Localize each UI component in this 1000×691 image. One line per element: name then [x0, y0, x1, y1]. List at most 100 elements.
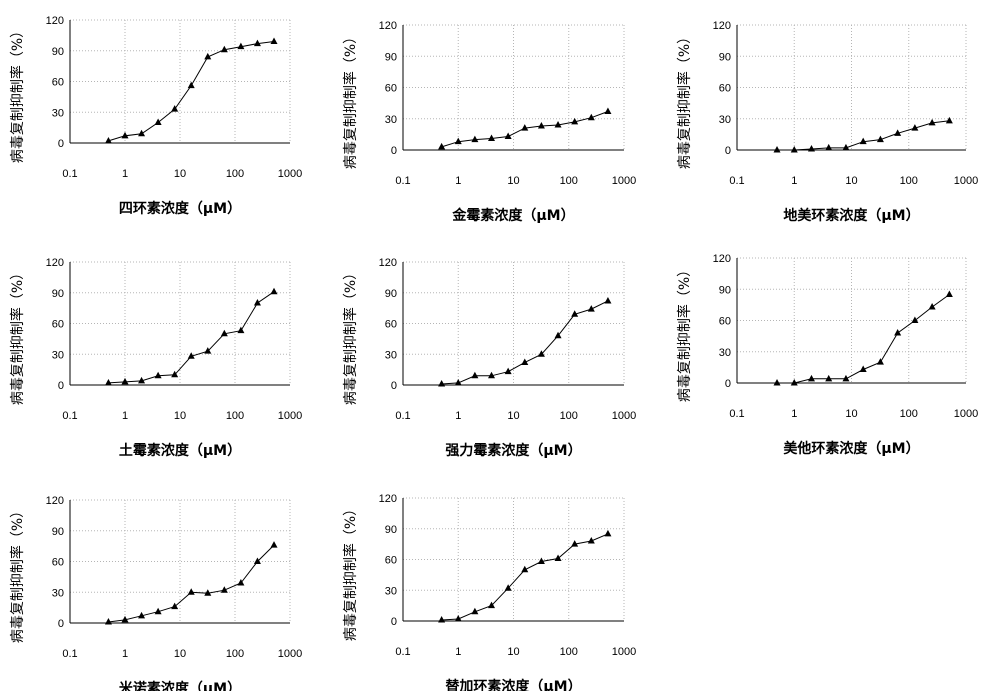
data-point	[859, 137, 867, 145]
data-point	[894, 129, 902, 136]
data-point	[587, 305, 595, 312]
y-tick-label: 60	[719, 83, 731, 95]
data-point	[945, 116, 953, 124]
data-point	[104, 136, 112, 144]
data-point	[121, 131, 129, 139]
x-axis-title: 强力霉素浓度（μM）	[445, 442, 581, 459]
y-tick-label: 0	[391, 380, 397, 392]
x-tick-label: 1000	[612, 410, 636, 422]
y-axis-title: 病毒复制抑制率（%）	[342, 30, 359, 169]
data-point	[104, 378, 112, 386]
series-line	[108, 291, 275, 384]
data-point	[911, 316, 919, 323]
data-point	[488, 371, 496, 379]
data-point	[587, 113, 595, 121]
y-tick-label: 120	[46, 257, 64, 269]
x-tick-label: 10	[507, 410, 519, 422]
x-tick-label: 1000	[278, 410, 302, 422]
x-axis-title: 金霉素浓度（μM）	[451, 207, 574, 224]
data-point	[537, 350, 545, 357]
x-tick-label: 1	[122, 168, 128, 180]
y-axis-title: 病毒复制抑制率（%）	[676, 263, 693, 402]
x-tick-label: 1000	[612, 175, 636, 187]
data-point	[571, 310, 579, 317]
x-tick-label: 10	[845, 175, 857, 187]
y-tick-label: 90	[385, 524, 397, 536]
x-tick-label: 100	[226, 168, 244, 180]
data-point	[571, 117, 579, 125]
data-point	[454, 614, 462, 622]
series-line	[777, 120, 950, 151]
y-tick-label: 0	[725, 145, 731, 157]
y-tick-label: 30	[52, 107, 64, 119]
data-point	[537, 122, 545, 129]
data-point	[790, 379, 798, 386]
data-point	[154, 118, 162, 125]
data-point	[554, 554, 562, 561]
data-point	[204, 589, 212, 596]
data-point	[187, 588, 195, 595]
y-tick-label: 60	[52, 319, 64, 331]
y-axis-title: 病毒复制抑制率（%）	[9, 266, 26, 405]
chart-panel-4: 0 30 60 90 120 0.1 1 10 100 1000 土霉素浓度（μM） 病毒复制抑制率（…	[9, 257, 302, 459]
series-line	[108, 544, 275, 623]
y-tick-label: 90	[52, 526, 64, 538]
x-tick-label: 1	[122, 410, 128, 422]
data-point	[807, 374, 815, 382]
data-point	[237, 579, 245, 586]
y-tick-label: 90	[719, 284, 731, 296]
data-point	[138, 611, 146, 619]
y-tick-label: 60	[719, 316, 731, 328]
data-point	[790, 146, 798, 153]
y-tick-label: 90	[52, 46, 64, 58]
x-axis-title: 地美环素浓度（μM）	[783, 207, 919, 224]
x-tick-label: 100	[560, 646, 578, 658]
data-point	[521, 358, 529, 365]
data-point	[842, 143, 850, 151]
y-tick-label: 120	[379, 493, 397, 505]
data-point	[171, 105, 179, 112]
x-axis-title: 米诺素浓度（μM）	[119, 680, 241, 691]
y-tick-label: 120	[379, 20, 397, 32]
data-point	[138, 376, 146, 384]
chart-panel-5: 0 30 60 90 120 0.1 1 10 100 1000 强力霉素浓度（μM） 病毒复制抑制率…	[342, 257, 636, 459]
data-point	[842, 374, 850, 382]
y-tick-label: 120	[713, 253, 731, 265]
data-point	[554, 331, 562, 339]
data-point	[171, 370, 179, 378]
x-tick-label: 100	[900, 408, 918, 420]
data-point	[237, 42, 245, 50]
data-point	[253, 299, 261, 306]
y-tick-label: 120	[46, 495, 64, 507]
data-point	[138, 129, 146, 137]
y-tick-label: 120	[379, 257, 397, 269]
x-tick-label: 10	[174, 168, 186, 180]
data-point	[825, 143, 833, 151]
x-tick-label: 100	[560, 175, 578, 187]
data-point	[928, 118, 936, 126]
x-tick-label: 10	[174, 648, 186, 660]
x-tick-label: 0.1	[729, 408, 744, 420]
y-tick-label: 0	[391, 616, 397, 628]
x-tick-label: 100	[560, 410, 578, 422]
y-tick-label: 0	[391, 145, 397, 157]
y-tick-label: 60	[52, 77, 64, 89]
y-tick-label: 30	[385, 349, 397, 361]
x-tick-label: 1	[791, 175, 797, 187]
y-tick-label: 120	[46, 15, 64, 27]
data-point	[454, 378, 462, 386]
y-tick-label: 90	[385, 51, 397, 63]
x-tick-label: 1	[455, 646, 461, 658]
x-tick-label: 1000	[278, 168, 302, 180]
data-point	[504, 132, 512, 139]
y-tick-label: 30	[719, 347, 731, 359]
data-point	[204, 52, 212, 60]
data-point	[604, 107, 612, 114]
x-tick-label: 0.1	[395, 410, 410, 422]
data-point	[587, 537, 595, 544]
y-tick-label: 90	[719, 51, 731, 63]
y-axis-title: 病毒复制抑制率（%）	[342, 502, 359, 641]
x-tick-label: 10	[507, 175, 519, 187]
x-tick-label: 1	[122, 648, 128, 660]
